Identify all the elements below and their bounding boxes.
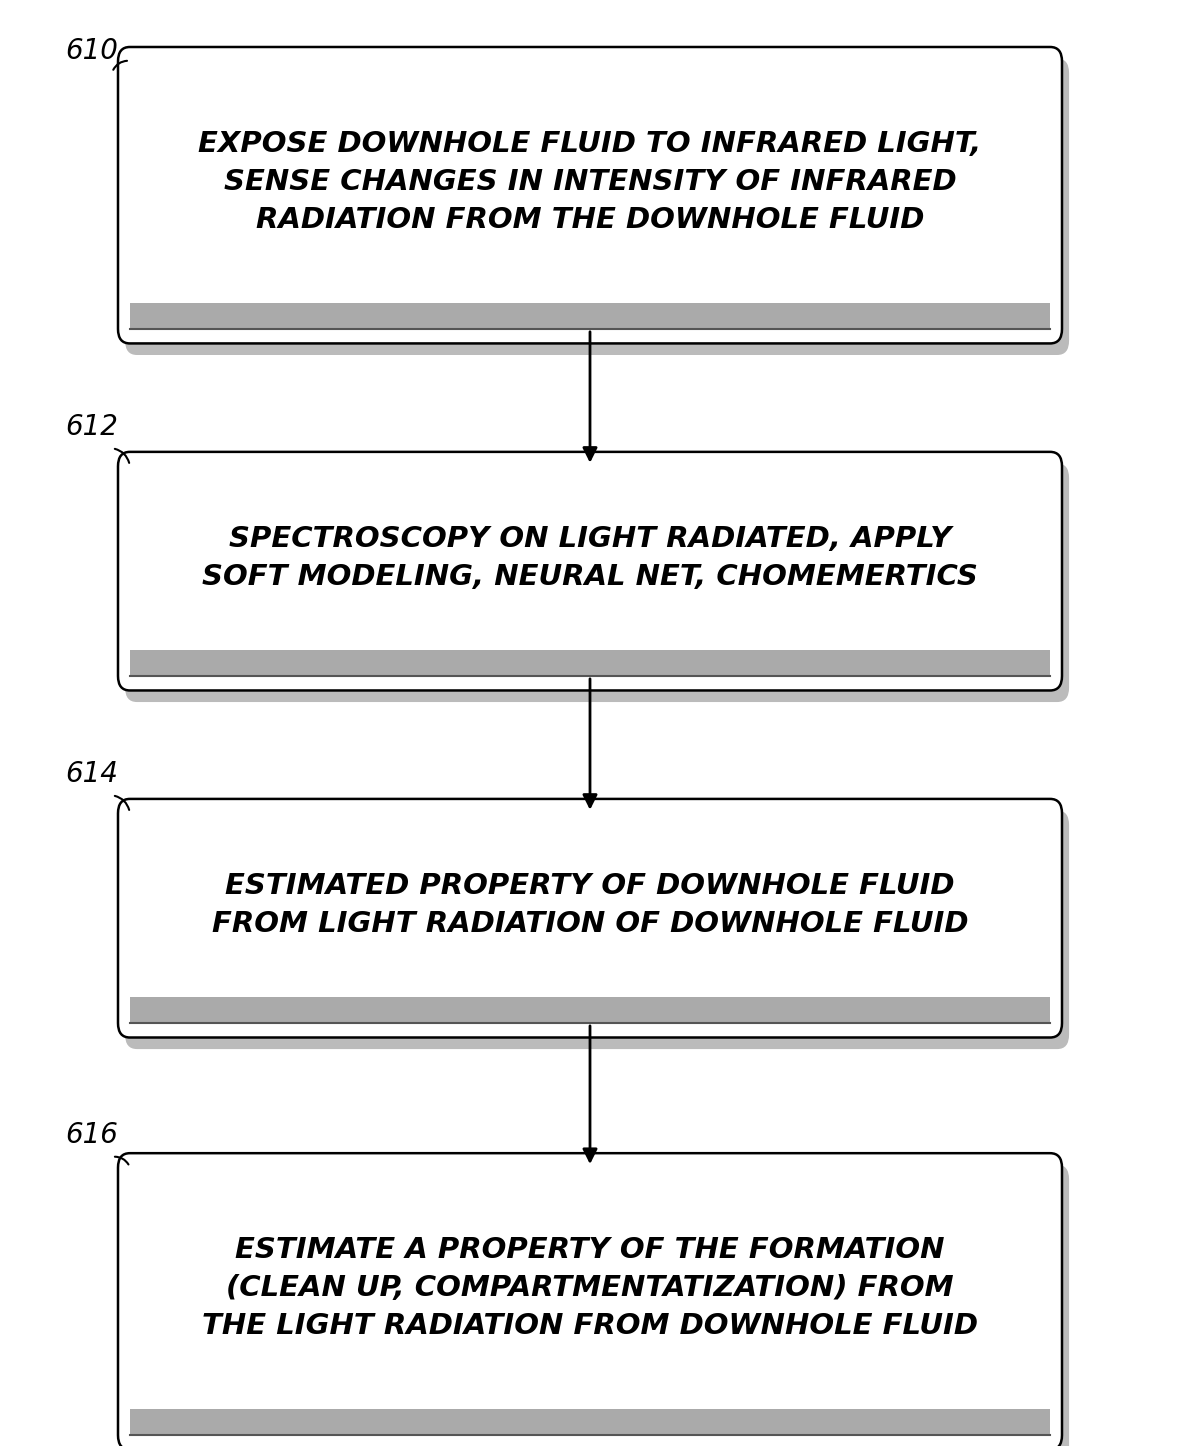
Text: ESTIMATED PROPERTY OF DOWNHOLE FLUID
FROM LIGHT RADIATION OF DOWNHOLE FLUID: ESTIMATED PROPERTY OF DOWNHOLE FLUID FRO… xyxy=(211,872,969,938)
Text: 616: 616 xyxy=(65,1121,118,1150)
FancyBboxPatch shape xyxy=(118,798,1062,1038)
FancyBboxPatch shape xyxy=(118,451,1062,691)
Text: 612: 612 xyxy=(65,412,118,441)
Text: 614: 614 xyxy=(65,759,118,788)
FancyBboxPatch shape xyxy=(125,58,1069,356)
Text: ESTIMATE A PROPERTY OF THE FORMATION
(CLEAN UP, COMPARTMENTATIZATION) FROM
THE L: ESTIMATE A PROPERTY OF THE FORMATION (CL… xyxy=(202,1236,978,1340)
FancyBboxPatch shape xyxy=(125,463,1069,701)
Bar xyxy=(130,1408,1050,1434)
Bar xyxy=(130,304,1050,330)
Text: EXPOSE DOWNHOLE FLUID TO INFRARED LIGHT,
SENSE CHANGES IN INTENSITY OF INFRARED
: EXPOSE DOWNHOLE FLUID TO INFRARED LIGHT,… xyxy=(198,130,982,234)
FancyBboxPatch shape xyxy=(125,810,1069,1050)
FancyBboxPatch shape xyxy=(125,1165,1069,1446)
Text: 610: 610 xyxy=(65,36,118,65)
FancyBboxPatch shape xyxy=(118,1154,1062,1446)
Bar xyxy=(130,998,1050,1024)
Bar xyxy=(130,649,1050,675)
FancyBboxPatch shape xyxy=(118,48,1062,343)
Text: SPECTROSCOPY ON LIGHT RADIATED, APPLY
SOFT MODELING, NEURAL NET, CHOMEMERTICS: SPECTROSCOPY ON LIGHT RADIATED, APPLY SO… xyxy=(202,525,978,591)
